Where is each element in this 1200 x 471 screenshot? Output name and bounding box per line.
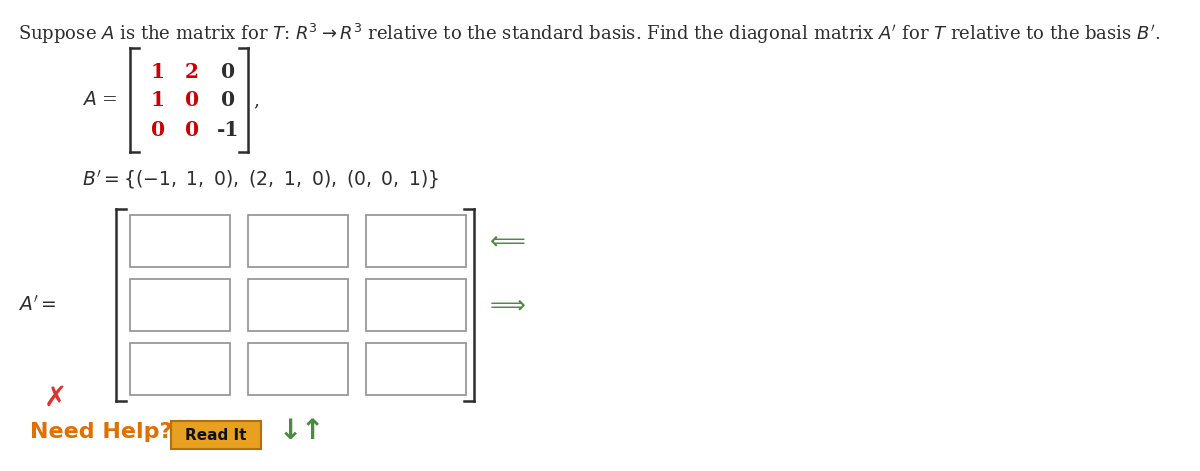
Text: 0: 0 [185, 120, 199, 140]
Bar [248, 343, 348, 395]
Text: $B' = \{(-1,\ 1,\ 0),\ (2,\ 1,\ 0),\ (0,\ 0,\ 1)\}$: $B' = \{(-1,\ 1,\ 0),\ (2,\ 1,\ 0),\ (0,… [82, 168, 439, 191]
Text: Suppose $A$ is the matrix for $T$: $R^3 \rightarrow R^3$ relative to the standar: Suppose $A$ is the matrix for $T$: $R^3 … [18, 22, 1160, 46]
Text: ✗: ✗ [43, 384, 67, 412]
Text: 0: 0 [221, 62, 235, 82]
Text: ↑: ↑ [300, 417, 324, 445]
Bar [366, 343, 466, 395]
Text: ⟹: ⟹ [490, 293, 526, 317]
Text: Read It: Read It [185, 428, 247, 442]
Text: 1: 1 [151, 62, 166, 82]
Text: $A$ =: $A$ = [82, 91, 118, 109]
Text: 2: 2 [185, 62, 199, 82]
Text: 0: 0 [151, 120, 166, 140]
Bar [130, 279, 230, 331]
Bar [130, 215, 230, 267]
Text: 1: 1 [151, 90, 166, 110]
FancyBboxPatch shape [172, 421, 262, 449]
Bar [130, 343, 230, 395]
Text: 0: 0 [185, 90, 199, 110]
Text: 0: 0 [221, 90, 235, 110]
Text: ↓: ↓ [278, 417, 301, 445]
Text: -1: -1 [217, 120, 239, 140]
Bar [366, 215, 466, 267]
Bar [366, 279, 466, 331]
Bar [248, 279, 348, 331]
Text: Need Help?: Need Help? [30, 422, 173, 442]
Bar [248, 215, 348, 267]
Text: ⟸: ⟸ [490, 229, 526, 253]
Text: $A' =$: $A' =$ [18, 295, 56, 315]
Text: ,: , [253, 91, 259, 109]
